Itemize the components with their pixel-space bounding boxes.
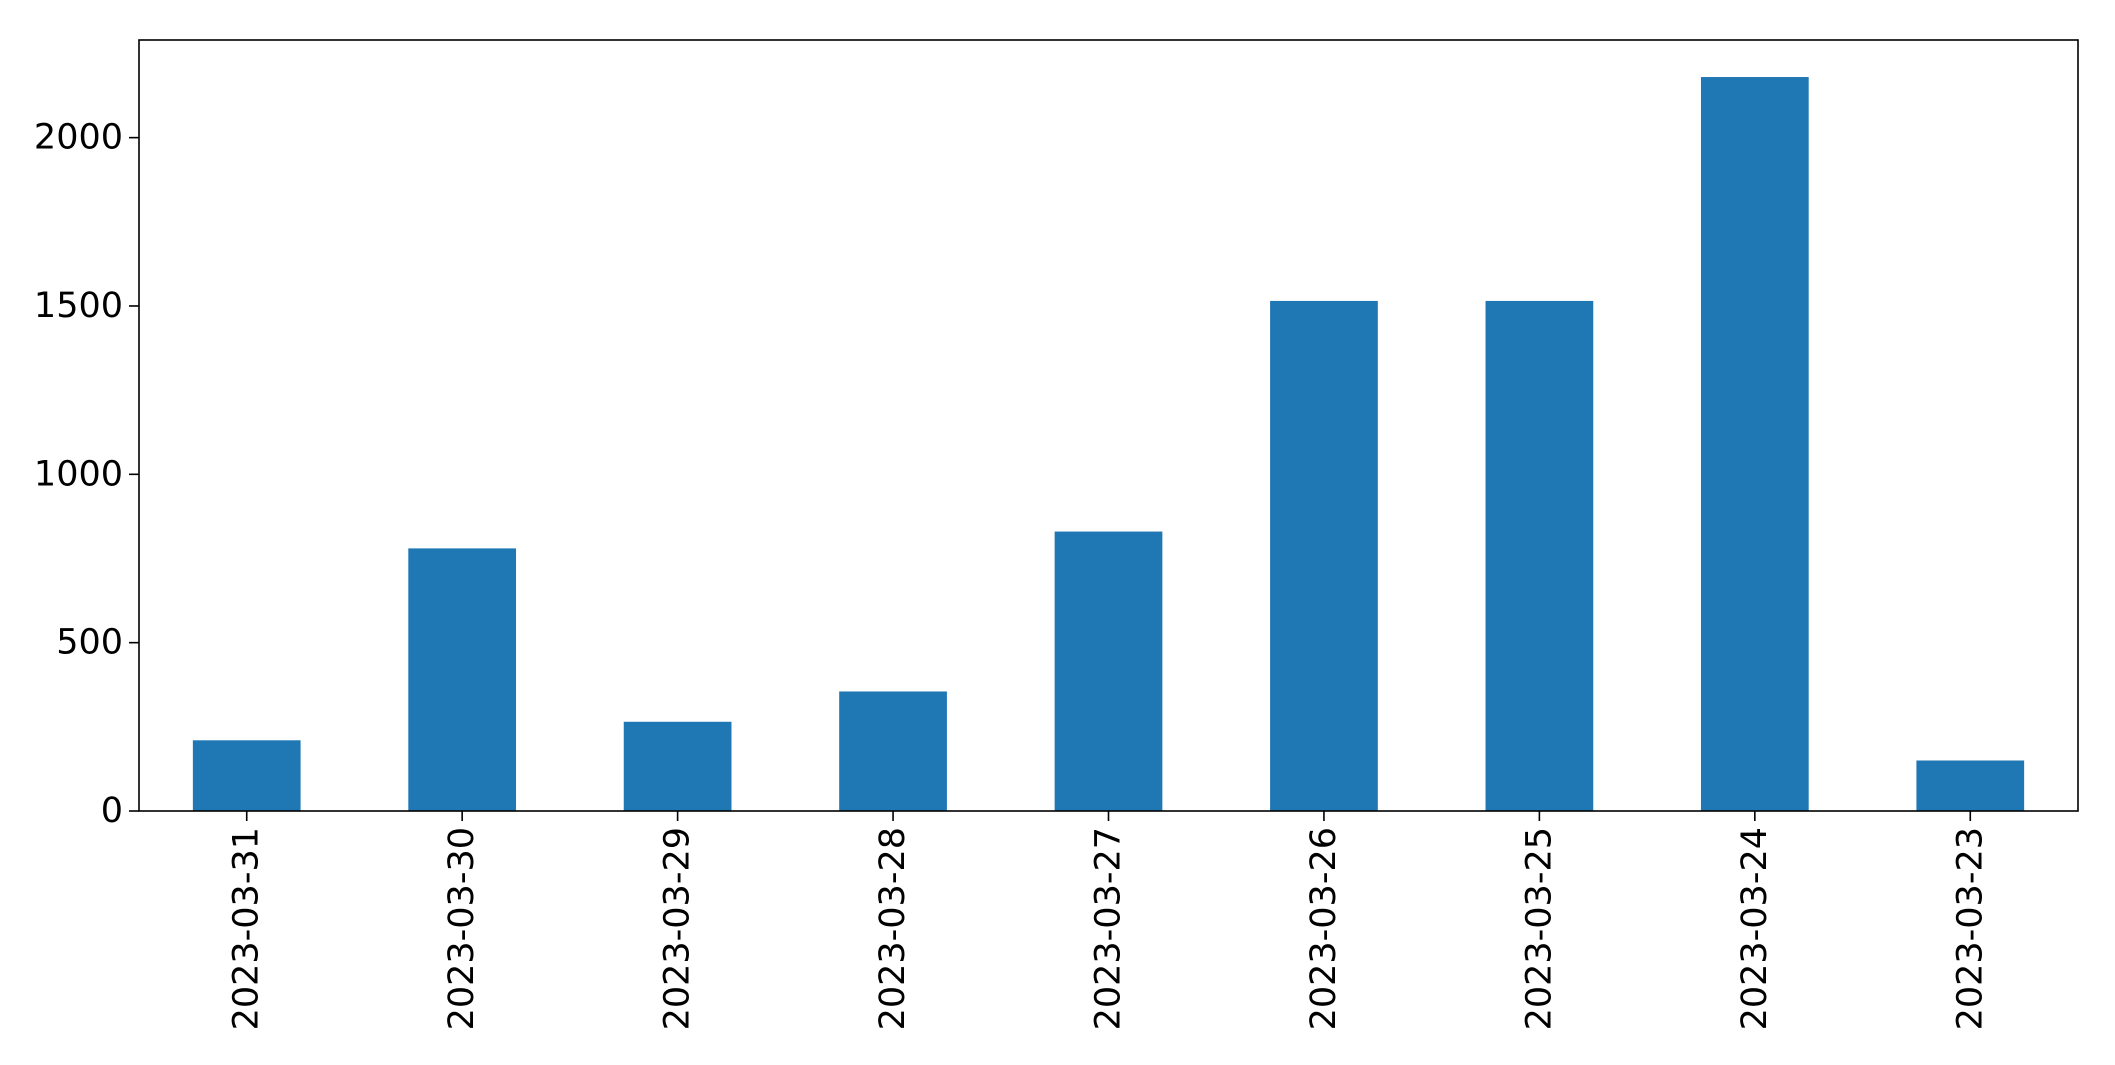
x-tick-label: 2023-03-26 [1304, 827, 1344, 1030]
x-tick-label: 2023-03-29 [658, 827, 698, 1030]
bar [623, 721, 732, 811]
x-axis: 2023-03-31 2023-03-30 2023-03-29 2023-03-28… [227, 811, 1990, 1030]
bar [1270, 300, 1378, 811]
y-tick-label: 0 [101, 791, 123, 831]
bar-series [192, 77, 2025, 812]
bar [192, 740, 301, 811]
x-tick-label: 2023-03-27 [1089, 827, 1129, 1030]
x-tick-label: 2023-03-30 [442, 827, 482, 1030]
x-tick-label: 2023-03-25 [1519, 827, 1559, 1030]
x-tick-label: 2023-03-24 [1735, 827, 1775, 1030]
x-tick-label: 2023-03-31 [227, 827, 267, 1030]
bar [1916, 760, 2025, 811]
x-tick-label: 2023-03-28 [873, 827, 913, 1030]
y-axis: 0 500 1000 1500 2000 [34, 118, 139, 831]
x-tick-label: 2023-03-23 [1950, 827, 1990, 1030]
bar [1054, 531, 1163, 811]
bar [1700, 77, 1809, 812]
plot-frame [138, 39, 2079, 812]
y-tick-label: 500 [56, 623, 123, 663]
bar [408, 548, 517, 811]
y-tick-label: 1000 [34, 454, 123, 494]
bar [839, 691, 947, 811]
bar [1485, 300, 1594, 811]
y-tick-label: 2000 [34, 118, 123, 158]
y-tick-label: 1500 [34, 286, 123, 326]
